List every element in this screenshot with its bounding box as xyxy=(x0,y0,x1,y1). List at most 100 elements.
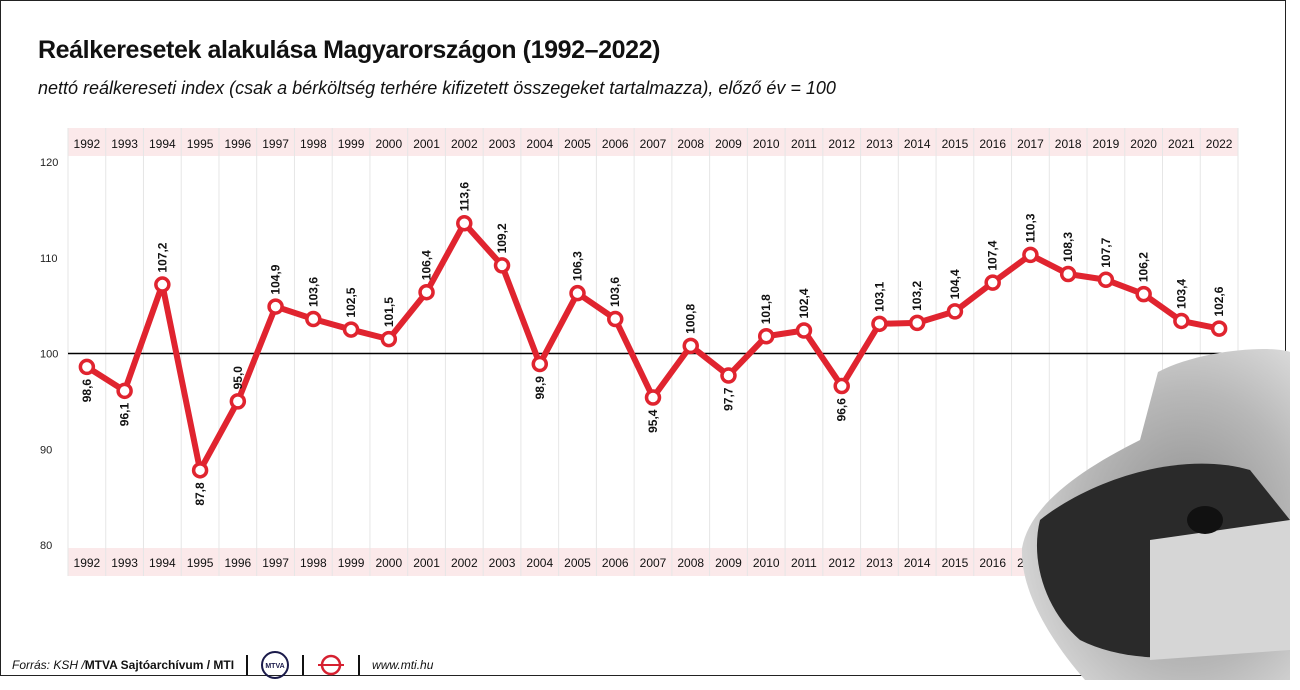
x-tick-label-top: 1996 xyxy=(224,137,251,151)
data-label: 107,2 xyxy=(155,242,169,272)
mtva-logo-icon: MTVA xyxy=(261,651,290,679)
x-tick-label-bottom: 2008 xyxy=(677,556,704,570)
x-tick-label-bottom: 2004 xyxy=(526,556,553,570)
data-label: 96,6 xyxy=(835,398,849,422)
data-label: 108,3 xyxy=(1061,232,1075,262)
data-point xyxy=(1097,271,1115,289)
x-tick-label-top: 2002 xyxy=(451,137,478,151)
x-tick-label-top: 2012 xyxy=(828,137,855,151)
data-point xyxy=(418,283,435,301)
data-point xyxy=(305,310,322,328)
x-tick-label-top: 2008 xyxy=(677,137,704,151)
x-tick-label-top: 2018 xyxy=(1055,137,1082,151)
x-tick-label-bottom: 2006 xyxy=(602,556,629,570)
website-link[interactable]: www.mti.hu xyxy=(372,658,434,672)
data-point xyxy=(644,389,662,406)
data-label: 113,6 xyxy=(457,182,471,212)
x-tick-label-bottom: 2015 xyxy=(942,556,969,570)
y-tick-label: 100 xyxy=(40,349,58,361)
data-point xyxy=(267,298,284,315)
data-label: 101,8 xyxy=(759,294,773,324)
chart-title: Reálkeresetek alakulása Magyarországon (… xyxy=(38,36,661,64)
banknote-shape xyxy=(1150,520,1290,660)
x-tick-label-top: 2017 xyxy=(1017,137,1044,151)
data-labels: 98,6 96,1 107,2 87,8 95,0 104,9 103,6 102,5 101,… xyxy=(80,182,1226,506)
x-tick-label-top: 1992 xyxy=(74,137,101,151)
x-tick-label-top: 2015 xyxy=(942,137,969,151)
x-tick-label-bottom: 2013 xyxy=(866,556,893,570)
x-tick-label-top: 1999 xyxy=(338,137,365,151)
data-point xyxy=(1022,246,1039,264)
footer-divider xyxy=(302,655,305,675)
chart-subtitle: nettó reálkereseti index (csak a bérkölt… xyxy=(38,78,836,98)
data-label: 96,1 xyxy=(118,403,132,427)
data-point xyxy=(795,322,813,339)
x-tick-label-top: 2001 xyxy=(413,137,440,151)
data-point xyxy=(380,330,398,348)
source-text: Forrás: KSH / xyxy=(12,658,85,672)
data-point xyxy=(531,355,549,373)
data-point xyxy=(154,276,171,293)
x-tick-label-top: 2007 xyxy=(640,137,667,151)
x-tick-label-top: 1997 xyxy=(262,137,289,151)
data-label: 102,5 xyxy=(344,287,358,317)
coin-shape xyxy=(1187,506,1223,534)
x-tick-label-top: 2005 xyxy=(564,137,591,151)
x-tick-label-bottom: 1995 xyxy=(187,556,214,570)
data-point xyxy=(984,274,1001,291)
x-tick-label-top: 2006 xyxy=(602,137,629,151)
x-tick-label-top: 2014 xyxy=(904,137,931,151)
data-label: 100,8 xyxy=(684,303,698,333)
x-tick-label-top: 2011 xyxy=(791,137,817,151)
source-agency: MTVA Sajtóarchívum / MTI xyxy=(84,658,235,672)
x-tick-label-bottom: 1993 xyxy=(111,556,138,570)
x-tick-label-top: 2020 xyxy=(1130,137,1157,151)
data-point xyxy=(1173,312,1190,330)
data-label: 103,4 xyxy=(1174,279,1188,309)
data-point xyxy=(871,315,888,333)
x-tick-label-bottom: 2007 xyxy=(640,556,667,570)
data-label: 110,3 xyxy=(1023,213,1037,243)
top-year-band xyxy=(68,128,1238,156)
x-tick-label-bottom: 2005 xyxy=(564,556,591,570)
data-label: 109,2 xyxy=(495,223,509,253)
x-tick-label-bottom: 2003 xyxy=(489,556,516,570)
x-tick-label-bottom: 1998 xyxy=(300,556,327,570)
data-label: 97,7 xyxy=(721,387,735,411)
data-label: 103,6 xyxy=(306,277,320,307)
data-label: 106,2 xyxy=(1137,252,1151,282)
data-label: 103,2 xyxy=(910,281,924,311)
x-tick-label-bottom: 2010 xyxy=(753,556,780,570)
x-tick-label-top: 2013 xyxy=(866,137,893,151)
x-tick-label-bottom: 1996 xyxy=(224,556,251,570)
data-point xyxy=(1135,285,1152,303)
x-tick-label-top: 1998 xyxy=(300,137,327,151)
x-tick-label-bottom: 2014 xyxy=(904,556,931,570)
data-point xyxy=(1059,265,1077,283)
data-label: 102,6 xyxy=(1212,286,1226,316)
data-point xyxy=(78,358,96,376)
x-tick-label-top: 2009 xyxy=(715,137,742,151)
data-label: 103,6 xyxy=(608,277,622,307)
x-tick-label-top: 1995 xyxy=(187,137,214,151)
x-tick-label-top: 2004 xyxy=(526,137,553,151)
data-points xyxy=(78,215,1228,479)
x-tick-label-top: 1993 xyxy=(111,137,138,151)
x-tick-label-bottom: 2011 xyxy=(791,556,817,570)
y-tick-label: 80 xyxy=(40,540,52,552)
x-tick-label-top: 2010 xyxy=(753,137,780,151)
data-point xyxy=(757,328,775,345)
data-point xyxy=(569,284,586,302)
x-tick-label-top: 2016 xyxy=(979,137,1006,151)
x-tick-label-bottom: 2002 xyxy=(451,556,478,570)
x-tick-label-bottom: 1992 xyxy=(74,556,101,570)
x-tick-label-bottom: 2012 xyxy=(828,556,855,570)
data-point xyxy=(342,321,360,338)
data-point xyxy=(946,303,964,320)
x-tick-label-bottom: 2009 xyxy=(715,556,742,570)
data-point xyxy=(229,393,247,410)
y-tick-label: 90 xyxy=(40,444,52,456)
x-tick-label-top: 2019 xyxy=(1093,137,1120,151)
data-point xyxy=(1210,320,1228,337)
